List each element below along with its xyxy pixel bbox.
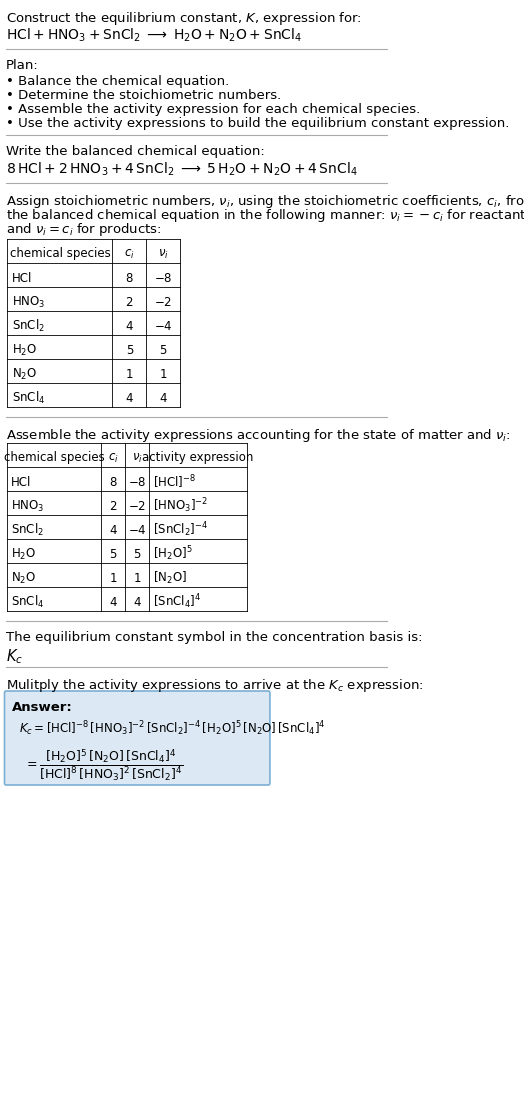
Text: 4: 4 (126, 319, 133, 333)
Text: 5: 5 (110, 547, 117, 560)
Text: HCl: HCl (12, 272, 32, 284)
Text: $[\mathrm{SnCl_4}]^4$: $[\mathrm{SnCl_4}]^4$ (153, 592, 201, 611)
Text: $\mathrm{SnCl_4}$: $\mathrm{SnCl_4}$ (11, 593, 45, 610)
Text: 2: 2 (110, 500, 117, 512)
Text: $[\mathrm{HCl}]^{-8}$: $[\mathrm{HCl}]^{-8}$ (153, 473, 196, 491)
Text: $[\mathrm{SnCl_2}]^{-4}$: $[\mathrm{SnCl_2}]^{-4}$ (153, 521, 208, 539)
Text: $\mathrm{H_2O}$: $\mathrm{H_2O}$ (12, 342, 37, 358)
Text: 5: 5 (126, 344, 133, 357)
Text: 1: 1 (126, 368, 133, 381)
Text: $-4$: $-4$ (154, 319, 172, 333)
Text: 4: 4 (159, 392, 167, 404)
Text: Answer:: Answer: (12, 701, 73, 715)
Text: $\mathrm{SnCl_2}$: $\mathrm{SnCl_2}$ (11, 522, 44, 538)
Text: $[\mathrm{N_2O}]$: $[\mathrm{N_2O}]$ (153, 570, 187, 586)
Text: $c_i$: $c_i$ (108, 451, 118, 465)
Text: chemical species: chemical species (9, 248, 111, 261)
Text: $K_c = [\mathrm{HCl}]^{-8}\,[\mathrm{HNO_3}]^{-2}\,[\mathrm{SnCl_2}]^{-4}\,[\mat: $K_c = [\mathrm{HCl}]^{-8}\,[\mathrm{HNO… (19, 719, 326, 738)
Text: Assign stoichiometric numbers, $\nu_i$, using the stoichiometric coefficients, $: Assign stoichiometric numbers, $\nu_i$, … (6, 193, 524, 210)
Text: $\nu_i$: $\nu_i$ (158, 248, 169, 261)
Text: 1: 1 (159, 368, 167, 381)
Text: • Balance the chemical equation.: • Balance the chemical equation. (6, 75, 229, 88)
Text: Construct the equilibrium constant, $K$, expression for:: Construct the equilibrium constant, $K$,… (6, 10, 362, 28)
Text: $\mathrm{HNO_3}$: $\mathrm{HNO_3}$ (11, 499, 45, 513)
Text: Write the balanced chemical equation:: Write the balanced chemical equation: (6, 145, 265, 159)
Text: $= \dfrac{[\mathrm{H_2O}]^5\,[\mathrm{N_2O}]\,[\mathrm{SnCl_4}]^4}{[\mathrm{HCl}: $= \dfrac{[\mathrm{H_2O}]^5\,[\mathrm{N_… (24, 746, 183, 783)
Text: $\mathrm{N_2O}$: $\mathrm{N_2O}$ (12, 367, 37, 382)
Text: $\mathrm{SnCl_4}$: $\mathrm{SnCl_4}$ (12, 390, 45, 406)
Text: The equilibrium constant symbol in the concentration basis is:: The equilibrium constant symbol in the c… (6, 631, 422, 644)
Text: 2: 2 (126, 295, 133, 308)
Text: • Assemble the activity expression for each chemical species.: • Assemble the activity expression for e… (6, 103, 420, 116)
Text: $-8$: $-8$ (128, 476, 146, 489)
Text: 4: 4 (110, 596, 117, 609)
Text: $\mathrm{SnCl_2}$: $\mathrm{SnCl_2}$ (12, 318, 45, 334)
Text: 4: 4 (110, 523, 117, 536)
Text: $[\mathrm{H_2O}]^5$: $[\mathrm{H_2O}]^5$ (153, 545, 192, 564)
Text: the balanced chemical equation in the following manner: $\nu_i = -c_i$ for react: the balanced chemical equation in the fo… (6, 207, 524, 224)
Text: $8\,\mathrm{HCl} + 2\,\mathrm{HNO_3} + 4\,\mathrm{SnCl_2} \;\longrightarrow\; 5\: $8\,\mathrm{HCl} + 2\,\mathrm{HNO_3} + 4… (6, 161, 357, 178)
Text: 1: 1 (110, 571, 117, 585)
Text: $[\mathrm{HNO_3}]^{-2}$: $[\mathrm{HNO_3}]^{-2}$ (153, 497, 208, 515)
Text: Assemble the activity expressions accounting for the state of matter and $\nu_i$: Assemble the activity expressions accoun… (6, 427, 511, 444)
Text: $\nu_i$: $\nu_i$ (132, 451, 143, 465)
Text: $c_i$: $c_i$ (124, 248, 135, 261)
Text: 8: 8 (126, 272, 133, 284)
Text: • Use the activity expressions to build the equilibrium constant expression.: • Use the activity expressions to build … (6, 117, 509, 130)
Text: activity expression: activity expression (143, 451, 254, 465)
Text: 1: 1 (134, 571, 141, 585)
Text: $\mathrm{HNO_3}$: $\mathrm{HNO_3}$ (12, 294, 46, 309)
Text: and $\nu_i = c_i$ for products:: and $\nu_i = c_i$ for products: (6, 221, 161, 238)
Text: $-2$: $-2$ (154, 295, 172, 308)
Text: Plan:: Plan: (6, 59, 39, 72)
Text: chemical species: chemical species (4, 451, 105, 465)
Text: $K_c$: $K_c$ (6, 647, 23, 666)
Text: $\mathrm{N_2O}$: $\mathrm{N_2O}$ (11, 570, 36, 586)
Text: 5: 5 (159, 344, 167, 357)
Text: $-4$: $-4$ (128, 523, 147, 536)
Text: Mulitply the activity expressions to arrive at the $K_c$ expression:: Mulitply the activity expressions to arr… (6, 677, 424, 694)
Text: 4: 4 (126, 392, 133, 404)
Text: HCl: HCl (11, 476, 31, 489)
Text: • Determine the stoichiometric numbers.: • Determine the stoichiometric numbers. (6, 89, 281, 102)
Text: $-8$: $-8$ (154, 272, 172, 284)
FancyBboxPatch shape (5, 691, 270, 785)
Text: 4: 4 (134, 596, 141, 609)
Text: 5: 5 (134, 547, 141, 560)
Text: $\mathrm{H_2O}$: $\mathrm{H_2O}$ (11, 546, 36, 562)
Text: $-2$: $-2$ (128, 500, 146, 512)
Text: 8: 8 (110, 476, 117, 489)
Text: $\mathrm{HCl} + \mathrm{HNO_3} + \mathrm{SnCl_2} \;\longrightarrow\; \mathrm{H_2: $\mathrm{HCl} + \mathrm{HNO_3} + \mathrm… (6, 28, 302, 44)
